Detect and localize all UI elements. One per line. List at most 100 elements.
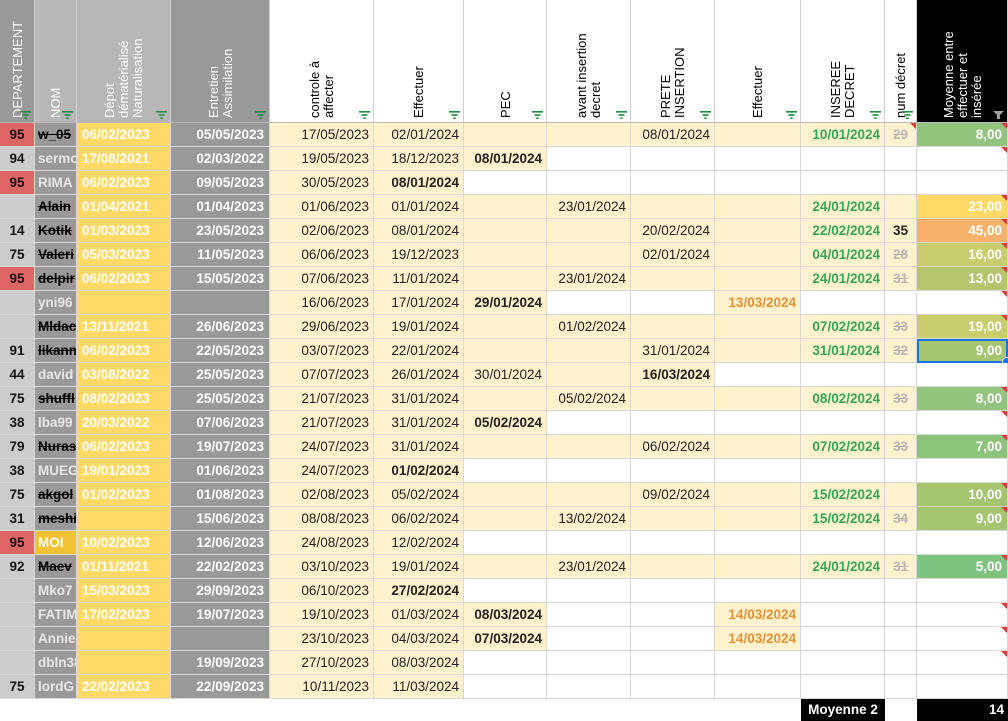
cell-entretien[interactable]: 15/05/2023 <box>171 267 270 291</box>
header-depot[interactable]: Dépot dématérialisé Naturalisation <box>77 0 171 123</box>
cell-controle[interactable]: 21/07/2023 <box>270 411 374 435</box>
cell-numdecret[interactable]: 31 <box>885 267 917 291</box>
cell-prete[interactable] <box>631 171 715 195</box>
cell-entretien[interactable]: 19/07/2023 <box>171 603 270 627</box>
cell-nom[interactable]: FATIM <box>35 603 77 627</box>
cell-effectuer2[interactable] <box>715 363 801 387</box>
cell-depot[interactable]: 01/02/2023 <box>77 483 171 507</box>
cell-prete[interactable]: 02/01/2024 <box>631 243 715 267</box>
cell-effectuer2[interactable] <box>715 147 801 171</box>
header-controle[interactable]: controle à affecter <box>270 0 374 123</box>
cell-numdecret[interactable] <box>885 171 917 195</box>
cell-effectuer2[interactable] <box>715 219 801 243</box>
cell-effectuer1[interactable]: 26/01/2024 <box>374 363 464 387</box>
cell-prete[interactable]: 16/03/2024 <box>631 363 715 387</box>
cell-nom[interactable]: david <box>35 363 77 387</box>
cell-depot[interactable]: 03/08/2022 <box>77 363 171 387</box>
cell-avant[interactable] <box>547 411 631 435</box>
filter-icon[interactable] <box>20 111 31 119</box>
cell-avant[interactable] <box>547 579 631 603</box>
cell-effectuer1[interactable]: 19/01/2024 <box>374 555 464 579</box>
cell-effectuer1[interactable]: 11/03/2024 <box>374 675 464 699</box>
cell-numdecret[interactable] <box>885 603 917 627</box>
cell-pec[interactable]: 07/03/2024 <box>464 627 547 651</box>
cell-effectuer2[interactable] <box>715 435 801 459</box>
cell-moyenne[interactable]: 16,00 <box>917 243 1008 267</box>
cell-depot[interactable]: 01/03/2023 <box>77 219 171 243</box>
cell-entretien[interactable]: 01/06/2023 <box>171 459 270 483</box>
filter-icon[interactable] <box>786 111 797 119</box>
cell-effectuer1[interactable]: 08/03/2024 <box>374 651 464 675</box>
cell-prete[interactable] <box>631 579 715 603</box>
cell-effectuer2[interactable] <box>715 243 801 267</box>
cell-inseree[interactable] <box>801 147 885 171</box>
cell-moyenne[interactable]: 9,00 <box>917 339 1008 366</box>
cell-numdecret[interactable]: 33 <box>885 315 917 339</box>
cell-entretien[interactable]: 02/03/2022 <box>171 147 270 171</box>
cell-depot[interactable] <box>77 507 171 531</box>
cell-inseree[interactable]: 08/02/2024 <box>801 387 885 411</box>
footer-label[interactable]: Moyenne 2 <box>801 699 885 721</box>
cell-effectuer1[interactable]: 01/01/2024 <box>374 195 464 219</box>
cell-controle[interactable]: 17/05/2023 <box>270 123 374 147</box>
cell-moyenne[interactable] <box>917 291 1008 315</box>
cell-effectuer1[interactable]: 01/02/2024 <box>374 459 464 483</box>
cell-controle[interactable]: 06/10/2023 <box>270 579 374 603</box>
cell-avant[interactable] <box>547 531 631 555</box>
cell-avant[interactable] <box>547 363 631 387</box>
header-prete[interactable]: PRETE INSERTION <box>631 0 715 123</box>
cell-dep[interactable] <box>0 651 35 675</box>
cell-dep[interactable]: 92 <box>0 555 35 579</box>
cell-controle[interactable]: 24/07/2023 <box>270 435 374 459</box>
cell-entretien[interactable]: 01/04/2023 <box>171 195 270 219</box>
cell-controle[interactable]: 24/08/2023 <box>270 531 374 555</box>
cell-effectuer2[interactable] <box>715 555 801 579</box>
cell-pec[interactable]: 29/01/2024 <box>464 291 547 315</box>
cell-inseree[interactable] <box>801 411 885 435</box>
cell-controle[interactable]: 24/07/2023 <box>270 459 374 483</box>
cell-depot[interactable] <box>77 627 171 651</box>
cell-entretien[interactable]: 22/09/2023 <box>171 675 270 699</box>
cell-effectuer2[interactable] <box>715 315 801 339</box>
cell-numdecret[interactable]: 29 <box>885 123 917 147</box>
cell-nom[interactable]: Mko7 <box>35 579 77 603</box>
cell-controle[interactable]: 02/06/2023 <box>270 219 374 243</box>
cell-effectuer1[interactable]: 31/01/2024 <box>374 387 464 411</box>
cell-prete[interactable]: 06/02/2024 <box>631 435 715 459</box>
cell-prete[interactable]: 09/02/2024 <box>631 483 715 507</box>
cell-dep[interactable] <box>0 603 35 627</box>
cell-moyenne[interactable] <box>917 579 1008 603</box>
cell-pec[interactable] <box>464 171 547 195</box>
cell-moyenne[interactable] <box>917 603 1008 627</box>
cell-prete[interactable] <box>631 627 715 651</box>
cell-moyenne[interactable]: 8,00 <box>917 387 1008 411</box>
cell-depot[interactable]: 06/02/2023 <box>77 123 171 147</box>
cell-moyenne[interactable] <box>917 651 1008 675</box>
cell-controle[interactable]: 08/08/2023 <box>270 507 374 531</box>
cell-inseree[interactable]: 15/02/2024 <box>801 483 885 507</box>
cell-moyenne[interactable]: 45,00 <box>917 219 1008 243</box>
cell-dep[interactable]: 31 <box>0 507 35 531</box>
cell-dep[interactable]: 44 <box>0 363 35 387</box>
cell-prete[interactable]: 31/01/2024 <box>631 339 715 363</box>
cell-inseree[interactable]: 07/02/2024 <box>801 315 885 339</box>
cell-controle[interactable]: 03/10/2023 <box>270 555 374 579</box>
cell-effectuer2[interactable]: 14/03/2024 <box>715 627 801 651</box>
header-effectuer1[interactable]: Effectuer <box>374 0 464 123</box>
cell-prete[interactable] <box>631 531 715 555</box>
cell-prete[interactable] <box>631 315 715 339</box>
cell-inseree[interactable] <box>801 459 885 483</box>
filter-icon[interactable] <box>870 111 881 119</box>
cell-effectuer2[interactable] <box>715 507 801 531</box>
cell-nom[interactable]: sermo <box>35 147 77 171</box>
cell-dep[interactable]: 38 <box>0 459 35 483</box>
cell-avant[interactable]: 23/01/2024 <box>547 555 631 579</box>
cell-numdecret[interactable] <box>885 651 917 675</box>
cell-avant[interactable] <box>547 675 631 699</box>
cell-effectuer1[interactable]: 08/01/2024 <box>374 219 464 243</box>
cell-numdecret[interactable] <box>885 195 917 219</box>
cell-entretien[interactable] <box>171 627 270 651</box>
cell-prete[interactable]: 08/01/2024 <box>631 123 715 147</box>
filter-icon[interactable] <box>700 111 711 119</box>
cell-moyenne[interactable] <box>917 675 1008 699</box>
